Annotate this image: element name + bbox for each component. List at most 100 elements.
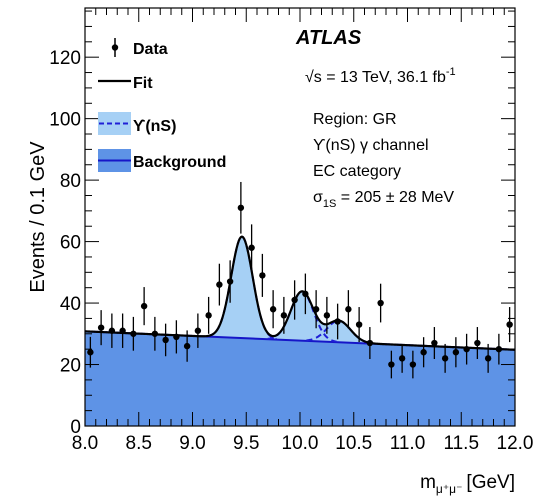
x-tick-label: 11.0 bbox=[390, 433, 426, 454]
signal-curve-3S bbox=[306, 319, 372, 345]
x-tick-label: 10.0 bbox=[282, 433, 319, 454]
data-marker bbox=[463, 345, 470, 353]
y-tick-label: 100 bbox=[49, 110, 81, 131]
data-marker bbox=[495, 345, 503, 353]
data-point bbox=[259, 253, 266, 297]
data-point bbox=[97, 310, 105, 346]
atlas-label: ATLAS bbox=[295, 27, 362, 49]
data-point bbox=[420, 337, 427, 368]
legend-entry-data: Data bbox=[111, 38, 168, 58]
energy-lumi-sup: -1 bbox=[446, 66, 456, 78]
data-point bbox=[302, 273, 309, 315]
data-marker bbox=[226, 278, 234, 285]
data-marker bbox=[119, 327, 126, 334]
data-marker bbox=[259, 272, 266, 279]
data-point bbox=[173, 320, 180, 354]
x-tick-label: 9.5 bbox=[233, 433, 259, 454]
axis-ticks: 8.0 8.5 9.0 9.5 10.0 10.5 11.0 11.5 12.0 0 20 40 60 8… bbox=[49, 8, 533, 454]
fills-layer bbox=[85, 236, 515, 426]
x-axis-label-main: m bbox=[420, 472, 436, 493]
data-marker bbox=[140, 302, 148, 310]
data-point bbox=[194, 313, 202, 348]
data-point bbox=[334, 303, 341, 340]
y-tick-label: 80 bbox=[60, 171, 81, 192]
data-point bbox=[140, 287, 148, 326]
data-point bbox=[398, 343, 406, 373]
legend-background-label: Background bbox=[133, 154, 226, 171]
data-marker bbox=[87, 349, 94, 356]
x-tick-label: 8.0 bbox=[72, 433, 98, 454]
data-marker bbox=[108, 327, 116, 334]
data-marker bbox=[237, 204, 245, 211]
x-tick-label: 12.0 bbox=[497, 433, 534, 454]
x-axis-label-sub: μ⁺μ⁻ bbox=[436, 482, 463, 496]
sigma-sub: 1S bbox=[323, 198, 336, 210]
data-marker bbox=[474, 339, 481, 347]
x-tick-label: 11.5 bbox=[443, 433, 479, 454]
x-axis-label-unit: [GeV] bbox=[466, 472, 515, 493]
data-point bbox=[452, 337, 460, 368]
data-point bbox=[183, 330, 191, 362]
legend-fit-label: Fit bbox=[133, 75, 153, 92]
data-point bbox=[323, 296, 331, 334]
data-point bbox=[162, 323, 169, 357]
data-point bbox=[484, 343, 492, 373]
data-point bbox=[119, 313, 126, 348]
data-marker bbox=[216, 281, 223, 288]
legend-signal-label: ϒ(nS) bbox=[133, 118, 176, 135]
data-point bbox=[269, 290, 277, 329]
energy-lumi-label: √s = 13 TeV, 36.1 fb-1 bbox=[305, 66, 456, 86]
data-marker bbox=[345, 306, 352, 313]
data-point bbox=[130, 316, 137, 351]
data-marker bbox=[194, 327, 202, 334]
data-marker bbox=[484, 355, 492, 362]
data-point bbox=[108, 313, 116, 348]
y-tick-label: 20 bbox=[60, 356, 81, 377]
data-point bbox=[151, 316, 159, 351]
data-marker bbox=[398, 355, 406, 362]
channel-label: ϒ(nS) γ channel bbox=[313, 137, 429, 154]
data-marker bbox=[302, 290, 309, 298]
x-tick-label: 9.0 bbox=[179, 433, 205, 454]
data-point bbox=[506, 307, 513, 343]
data-point bbox=[463, 333, 470, 365]
data-marker bbox=[431, 339, 438, 347]
data-point bbox=[366, 327, 374, 359]
data-marker bbox=[269, 306, 277, 313]
x-tick-label: 10.5 bbox=[335, 433, 372, 454]
data-point bbox=[495, 333, 503, 365]
y-axis-label: Events / 0.1 GeV bbox=[27, 141, 49, 293]
data-points bbox=[87, 181, 513, 379]
data-marker bbox=[248, 244, 255, 251]
data-marker bbox=[409, 361, 417, 368]
sigma-symbol: σ bbox=[313, 189, 323, 206]
category-label: EC category bbox=[313, 163, 401, 180]
y-tick-label: 40 bbox=[60, 294, 81, 315]
data-point bbox=[431, 327, 438, 359]
data-point bbox=[280, 296, 288, 334]
data-point bbox=[441, 343, 449, 373]
x-axis-label: mμ⁺μ⁻ [GeV] bbox=[420, 472, 515, 496]
sigma-value: = 205 ± 28 MeV bbox=[336, 189, 454, 206]
data-marker bbox=[97, 324, 105, 331]
y-tick-label: 0 bbox=[70, 417, 81, 438]
data-marker bbox=[173, 333, 180, 341]
data-point bbox=[345, 290, 352, 329]
data-marker bbox=[162, 336, 169, 344]
legend-signal-swatch bbox=[98, 112, 131, 135]
data-point bbox=[226, 260, 234, 303]
data-point bbox=[248, 224, 255, 272]
x-tick-label: 8.5 bbox=[126, 433, 152, 454]
data-point bbox=[291, 280, 298, 320]
data-point bbox=[409, 350, 417, 379]
data-marker bbox=[355, 321, 363, 328]
energy-lumi-text: √s = 13 TeV, 36.1 fb bbox=[305, 69, 446, 86]
data-marker bbox=[420, 349, 427, 356]
region-label: Region: GR bbox=[313, 111, 397, 128]
data-marker bbox=[441, 355, 449, 362]
data-marker bbox=[312, 306, 320, 313]
annotation-block: ATLAS √s = 13 TeV, 36.1 fb-1 Region: GR … bbox=[295, 27, 456, 210]
data-marker bbox=[366, 339, 374, 347]
data-marker bbox=[452, 349, 460, 356]
